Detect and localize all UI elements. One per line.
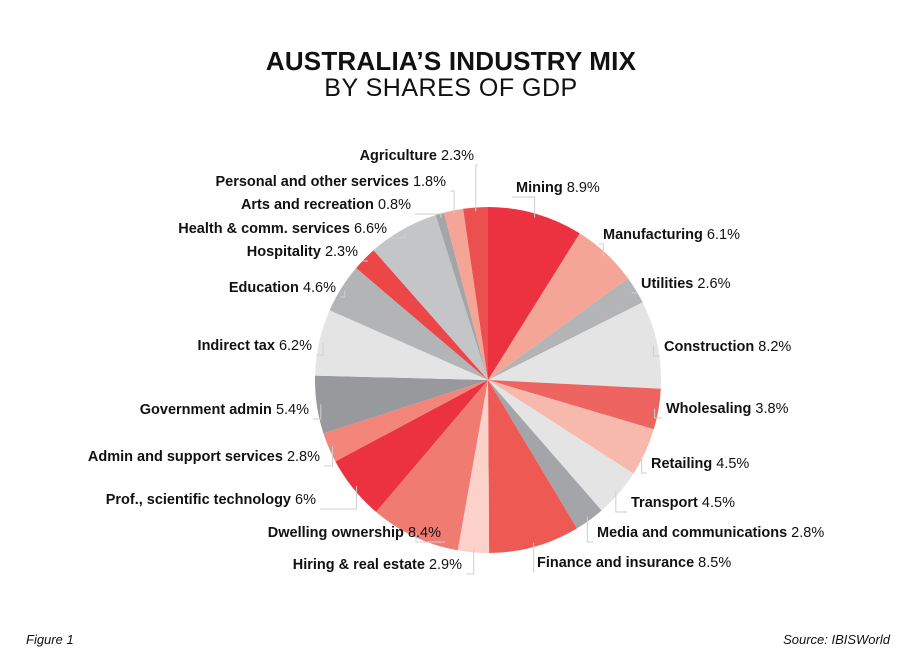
pie-slice-dwelling-ownership xyxy=(376,380,488,551)
source-credit: Source: IBISWorld xyxy=(783,632,890,647)
leader-line-government-admin xyxy=(313,404,322,420)
pie-slice-health-comm-services xyxy=(373,215,488,380)
leader-line-retailing xyxy=(641,450,647,474)
leader-line-manufacturing xyxy=(599,243,604,257)
slice-label-retailing: Retailing 4.5% xyxy=(651,456,749,472)
leader-line-construction xyxy=(652,345,660,357)
slice-label-health-comm-services: Health & comm. services 6.6% xyxy=(178,221,387,237)
slice-label-indirect-tax: Indirect tax 6.2% xyxy=(198,338,313,354)
pie-slice-media-and-communications xyxy=(488,380,602,529)
pie-slice-agriculture xyxy=(463,207,488,380)
pie-slice-wholesaling xyxy=(488,380,661,430)
pie-slices xyxy=(314,207,661,554)
pie-slice-prof-scientific-technology xyxy=(335,380,488,512)
slice-label-transport: Transport 4.5% xyxy=(631,495,735,511)
pie-slice-education xyxy=(329,268,488,380)
leader-line-media-and-communications xyxy=(586,516,593,543)
leader-line-mining xyxy=(512,196,536,218)
pie-slice-admin-and-support-services xyxy=(323,380,488,462)
chart-subtitle: BY SHARES OF GDP xyxy=(324,74,578,102)
pie-slice-finance-and-insurance xyxy=(488,380,577,553)
pie-slice-manufacturing xyxy=(488,233,628,380)
slice-label-manufacturing: Manufacturing 6.1% xyxy=(603,227,740,243)
pie-slice-transport xyxy=(488,380,634,511)
slice-label-admin-and-support-services: Admin and support services 2.8% xyxy=(88,449,320,465)
leader-line-finance-and-insurance xyxy=(533,542,535,573)
leader-line-indirect-tax xyxy=(316,343,324,356)
pie-slice-government-admin xyxy=(314,375,488,434)
pie-slice-hiring-real-estate xyxy=(457,380,490,554)
leader-line-arts-and-recreation xyxy=(415,213,442,218)
pie-slice-personal-and-other-services xyxy=(443,208,488,380)
slice-label-wholesaling: Wholesaling 3.8% xyxy=(666,401,789,417)
slice-label-construction: Construction 8.2% xyxy=(664,339,791,355)
pie-slice-utilities xyxy=(488,278,643,380)
slice-label-media-and-communications: Media and communications 2.8% xyxy=(597,525,824,541)
leader-line-prof-scientific-technology xyxy=(320,486,357,510)
slice-label-hiring-real-estate: Hiring & real estate 2.9% xyxy=(293,557,462,573)
pie-slice-hospitality xyxy=(356,250,488,380)
slice-label-dwelling-ownership: Dwelling ownership 8.4% xyxy=(268,525,441,541)
slice-label-education: Education 4.6% xyxy=(229,280,336,296)
leader-line-personal-and-other-services xyxy=(450,190,455,215)
leader-line-transport xyxy=(615,490,627,513)
slice-labels: Mining 8.9% Manufacturing 6.1% Utilities 2… xyxy=(88,148,824,573)
chart-title: AUSTRALIA’S INDUSTRY MIX xyxy=(265,46,637,76)
leader-line-wholesaling xyxy=(654,408,662,419)
leader-line-agriculture xyxy=(475,164,479,212)
pie-slice-arts-and-recreation xyxy=(435,212,488,380)
pie-slice-mining xyxy=(488,207,580,380)
slice-label-arts-and-recreation: Arts and recreation 0.8% xyxy=(241,197,411,213)
leader-line-hiring-real-estate xyxy=(466,548,475,575)
leader-line-utilities xyxy=(631,292,637,294)
slice-label-personal-and-other-services: Personal and other services 1.8% xyxy=(215,174,446,190)
slice-label-government-admin: Government admin 5.4% xyxy=(140,402,309,418)
leader-line-admin-and-support-services xyxy=(324,446,333,467)
slice-label-finance-and-insurance: Finance and insurance 8.5% xyxy=(537,555,731,571)
leader-line-dwelling-ownership xyxy=(415,532,446,543)
pie-slice-retailing xyxy=(488,380,654,474)
leader-lines xyxy=(313,164,662,575)
slice-label-agriculture: Agriculture 2.3% xyxy=(360,148,475,164)
slice-label-prof-scientific-technology: Prof., scientific technology 6% xyxy=(106,492,316,508)
leader-line-hospitality xyxy=(362,260,368,262)
leader-line-health-comm-services xyxy=(391,232,406,239)
pie-slice-construction xyxy=(488,302,661,389)
pie-slice-indirect-tax xyxy=(315,310,488,380)
slice-label-hospitality: Hospitality 2.3% xyxy=(247,244,358,260)
leader-line-education xyxy=(340,290,346,298)
figure-caption: Figure 1 xyxy=(26,632,74,647)
slice-label-utilities: Utilities 2.6% xyxy=(641,276,731,292)
slice-label-mining: Mining 8.9% xyxy=(516,180,600,196)
